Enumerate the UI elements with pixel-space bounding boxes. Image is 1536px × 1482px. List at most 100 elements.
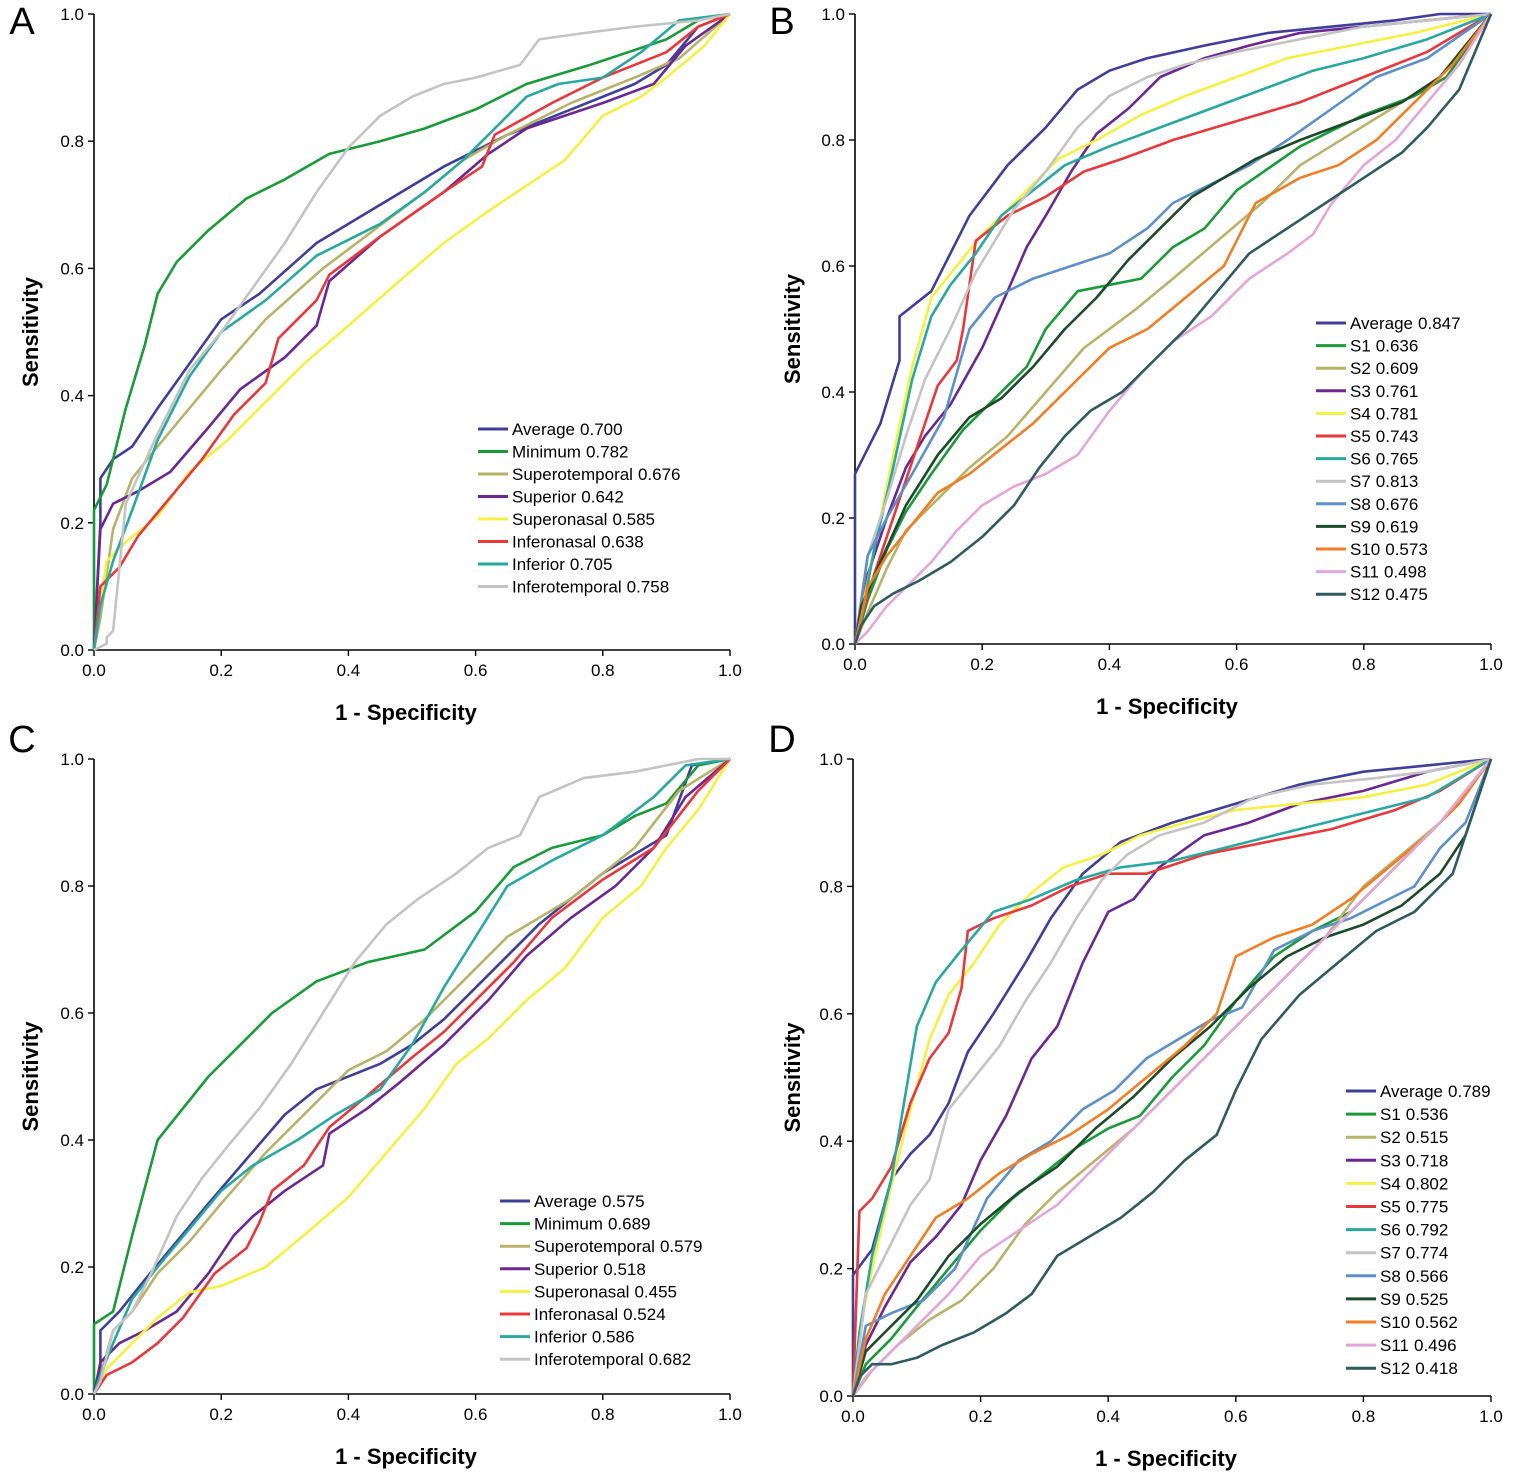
legend-series-name: S9 [1380,1290,1401,1309]
x-tick-label: 0.6 [1224,1407,1248,1426]
legend-series-name: S5 [1380,1198,1401,1217]
legend-auc-value: 0.498 [1384,563,1427,582]
legend-series-name: S1 [1380,1105,1401,1124]
legend-label-inferior: Inferior 0.705 [512,555,612,574]
legend-series-name: Inferior [534,1328,587,1347]
series-line-superotemporal [92,13,731,651]
x-axis-title: 1 - Specificity [1096,694,1239,719]
y-tick-label: 0.6 [819,1005,843,1024]
legend-auc-value: 0.700 [580,420,623,439]
y-axis-title: Sensitivity [780,273,805,384]
legend-auc-value: 0.515 [1406,1128,1449,1147]
legend-series-name: S10 [1380,1313,1410,1332]
y-tick-label: 0.0 [60,641,84,660]
legend-label-s7: S7 0.813 [1350,472,1418,491]
legend-label-s4: S4 0.781 [1350,404,1418,423]
legend-series-name: Average [1350,314,1413,333]
legend-label-s3: S3 0.761 [1350,382,1418,401]
legend-auc-value: 0.765 [1376,450,1419,469]
legend-auc-value: 0.642 [581,488,624,507]
series-line-minimum [92,757,731,1394]
x-axis-title: 1 - Specificity [335,1444,478,1469]
legend-auc-value: 0.782 [586,443,629,462]
legend-label-inferotemporal: Inferotemporal 0.682 [534,1350,691,1369]
y-axis-title: Sensitivity [18,276,43,387]
legend-label-average: Average 0.575 [534,1192,645,1211]
legend-auc-value: 0.586 [592,1328,635,1347]
legend-auc-value: 0.536 [1406,1105,1449,1124]
legend-auc-value: 0.636 [1376,337,1419,356]
legend-label-s12: S12 0.475 [1350,585,1428,604]
legend-label-s5: S5 0.743 [1350,427,1418,446]
y-tick-label: 0.4 [60,387,84,406]
legend-series-name: S3 [1380,1151,1401,1170]
series-line-inferonasal [92,758,731,1395]
legend-auc-value: 0.813 [1376,472,1419,491]
panel-label: A [9,1,35,43]
x-tick-label: 0.2 [209,661,233,680]
legend-auc-value: 0.585 [612,510,655,529]
legend-series-name: S11 [1380,1336,1409,1355]
series-line-s9 [851,758,1493,1397]
legend-label-average: Average 0.700 [512,420,623,439]
legend-label-s4: S4 0.802 [1380,1174,1448,1193]
legend-series-name: Inferonasal [534,1305,618,1324]
series-line-superior [92,12,731,651]
legend-series-name: Superotemporal [512,465,633,484]
legend-auc-value: 0.718 [1406,1151,1449,1170]
x-tick-label: 0.0 [841,1407,865,1426]
x-tick-label: 0.2 [970,655,994,674]
y-tick-label: 0.8 [819,877,843,896]
legend-auc-value: 0.802 [1406,1174,1449,1193]
x-tick-label: 0.4 [337,1405,361,1424]
series-line-s8 [853,12,1492,645]
legend-series-name: Inferotemporal [534,1350,644,1369]
legend-auc-value: 0.758 [627,578,670,597]
legend-label-minimum: Minimum 0.689 [534,1215,651,1234]
legend-series-name: S7 [1350,472,1371,491]
series-line-s11 [851,758,1493,1397]
y-tick-label: 0.2 [60,514,84,533]
legend-label-s10: S10 0.573 [1350,540,1428,559]
legend-series-name: S5 [1350,427,1371,446]
y-tick-label: 1.0 [60,5,84,24]
chart-panel-c: C 0.0 0.2 0.4 0.6 0.8 1.0 0.0 0.2 0.4 0.6 0.8 1.0 1 -… [8,719,742,1469]
series-line-s8 [851,758,1493,1397]
series-line-s12 [851,758,1493,1397]
series-line-s10 [853,13,1493,645]
series-line-inferonasal [92,12,731,651]
x-tick-label: 0.8 [591,661,615,680]
legend-series-name: Average [512,420,575,439]
legend-label-s12: S12 0.418 [1380,1359,1458,1378]
legend-auc-value: 0.525 [1406,1290,1449,1309]
legend-series-name: Inferior [512,555,565,574]
y-tick-label: 0.8 [821,131,845,150]
legend-series-name: Superotemporal [534,1237,655,1256]
legend-auc-value: 0.524 [623,1305,666,1324]
series-line-s6 [853,12,1492,645]
legend-label-inferotemporal: Inferotemporal 0.758 [512,578,669,597]
panel-label: C [8,719,35,761]
series-line-s7 [851,757,1492,1397]
y-tick-label: 0.0 [819,1387,843,1406]
y-tick-label: 0.6 [60,259,84,278]
y-tick-label: 1.0 [821,5,845,24]
chart-panel-b: B 0.0 0.2 0.4 0.6 0.8 1.0 0.0 0.2 0.4 0.6 0.8 1.0 1 -… [769,1,1503,719]
legend-series-name: Inferonasal [512,533,596,552]
y-tick-label: 0.0 [60,1385,84,1404]
series-line-superior [92,758,731,1395]
legend-label-s6: S6 0.765 [1350,450,1418,469]
legend-series-name: S4 [1380,1174,1401,1193]
legend-auc-value: 0.579 [660,1237,703,1256]
x-tick-label: 0.4 [337,661,361,680]
x-tick-label: 0.0 [843,655,867,674]
y-tick-label: 0.4 [821,383,845,402]
legend-series-name: S2 [1350,359,1371,378]
x-axis-title: 1 - Specificity [1095,1446,1238,1471]
series-line-minimum [92,12,731,650]
y-tick-label: 0.0 [821,635,845,654]
legend-series-name: S2 [1380,1128,1401,1147]
series-line-s1 [853,13,1493,645]
legend-auc-value: 0.496 [1414,1336,1457,1355]
